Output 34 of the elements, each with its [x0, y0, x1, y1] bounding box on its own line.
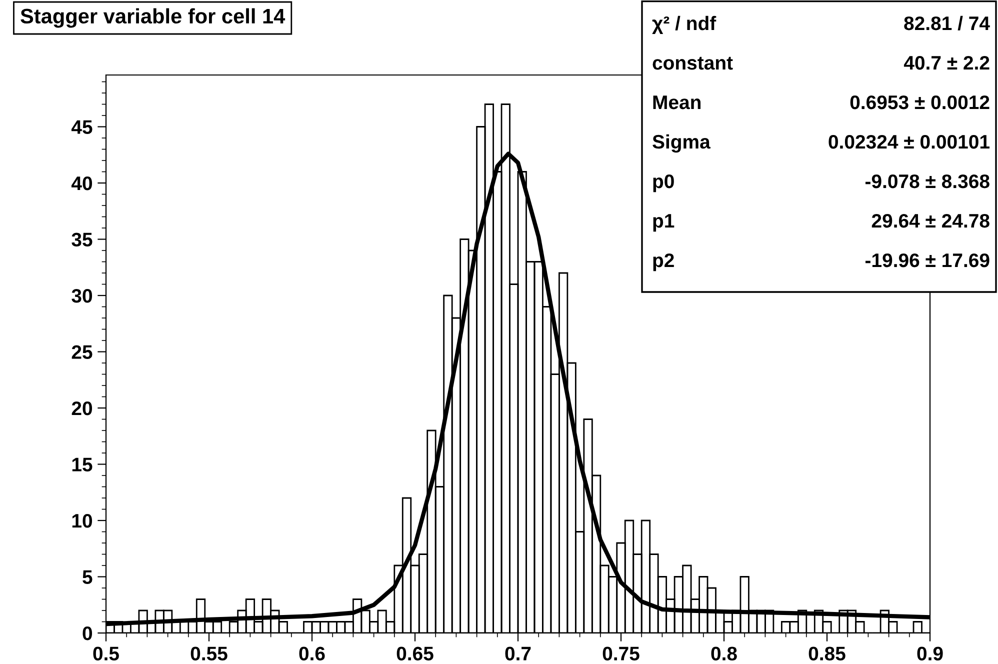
y-tick-label: 45 — [71, 120, 92, 134]
y-tick-label: 35 — [72, 232, 92, 247]
x-tick-label: 0.55 — [190, 646, 228, 660]
annotation: 29.64 ± 24.78 — [872, 214, 990, 228]
y-tick-label: 10 — [72, 514, 92, 528]
x-tick-label: 0.9 — [917, 646, 943, 660]
annotation: 0.02324 ± 0.00101 — [828, 134, 990, 149]
text: 82.81 / 74 — [904, 16, 990, 30]
y-tick-label: 25 — [72, 345, 92, 359]
annotation: -19.96 ± 17.69 — [866, 253, 990, 268]
x-tick-label: 0.8 — [711, 646, 737, 660]
x-tick-label: 0.5 — [93, 646, 119, 660]
y-tick-label: 15 — [72, 458, 92, 472]
text: χ² / ndf — [652, 16, 716, 34]
annotation: Sigma — [652, 134, 710, 153]
y-tick-label: 5 — [82, 570, 92, 584]
y-tick-label: 40 — [71, 176, 92, 190]
annotation: -9.078 ± 8.368 — [866, 174, 990, 188]
annotation: p1 — [653, 214, 674, 232]
x-tick-label: 0.65 — [396, 646, 434, 660]
annotation: p0 — [653, 174, 674, 192]
x-tick-label: 0.85 — [808, 646, 846, 660]
annotation: p2 — [653, 253, 674, 272]
chart-title: Stagger variable for cell 14 — [20, 8, 286, 28]
text: constant — [652, 56, 733, 70]
annotation: Mean — [653, 96, 700, 110]
y-tick-label: 0 — [82, 626, 92, 640]
y-tick-label: 20 — [72, 401, 92, 416]
annotation: 0.6953 ± 0.0012 — [850, 95, 990, 110]
text: 40.7 ± 2.2 — [904, 56, 990, 70]
x-tick-label: 0.6 — [299, 646, 325, 660]
x-tick-label: 0.75 — [602, 646, 640, 660]
x-tick-label: 0.7 — [505, 646, 531, 660]
y-tick-label: 30 — [72, 288, 92, 303]
